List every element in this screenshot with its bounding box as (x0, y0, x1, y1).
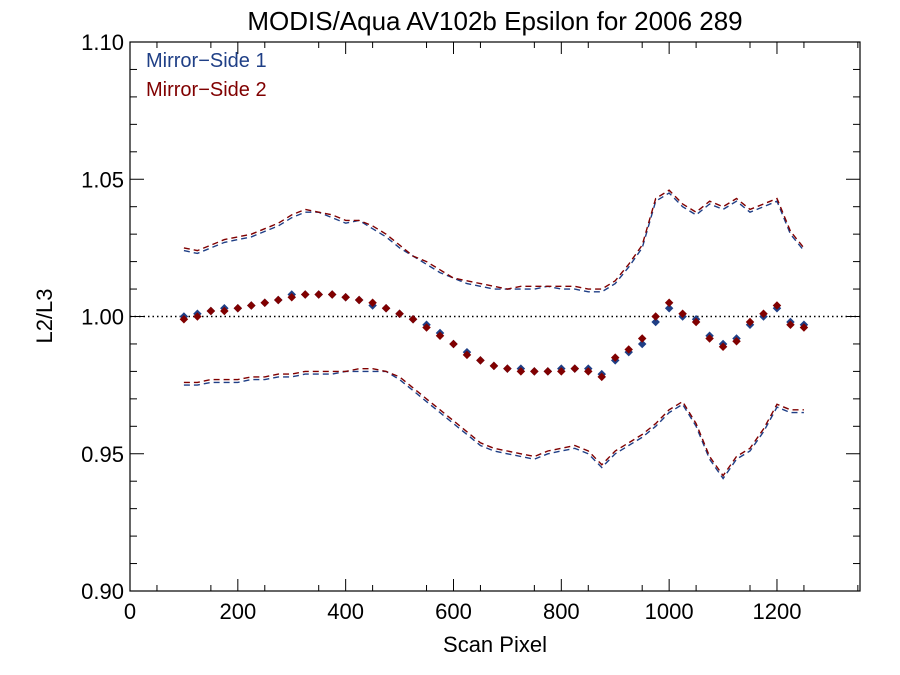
envelope-line (183, 368, 804, 477)
data-point (691, 317, 701, 327)
series-2 (183, 192, 805, 293)
data-point (381, 304, 391, 313)
data-point (799, 323, 809, 332)
data-point (287, 293, 296, 302)
envelope-line (183, 192, 805, 293)
data-point (220, 306, 229, 316)
series-layer (179, 189, 809, 480)
data-point (584, 367, 593, 376)
x-axis-title: Scan Pixel (443, 632, 547, 657)
data-point (206, 306, 216, 316)
data-point (368, 298, 377, 308)
data-point (651, 312, 660, 321)
x-tick-label: 1200 (752, 599, 801, 624)
y-tick-label: 0.95 (81, 442, 124, 467)
data-point (624, 345, 633, 354)
series-1 (179, 290, 809, 382)
data-point (664, 298, 674, 308)
data-point (354, 295, 364, 305)
data-point (462, 350, 472, 360)
data-point (530, 367, 539, 376)
envelope-line (183, 189, 805, 290)
y-tick-label: 1.10 (81, 30, 124, 55)
data-point (610, 353, 620, 362)
x-tick-label: 1000 (645, 599, 694, 624)
data-point (597, 372, 606, 382)
y-tick-label: 1.05 (81, 167, 124, 192)
data-point (543, 367, 553, 376)
data-point (327, 290, 337, 299)
y-tick-label: 1.00 (81, 305, 124, 330)
data-point (503, 364, 512, 373)
x-tick-label: 400 (327, 599, 364, 624)
data-point (759, 309, 768, 318)
data-point (408, 315, 418, 324)
y-axis-title: L2/L3 (32, 288, 57, 343)
legend-entry-mirror-side-1: Mirror−Side 1 (146, 50, 267, 72)
data-point (422, 323, 431, 332)
y-tick-label: 0.90 (81, 579, 124, 604)
data-point (300, 290, 310, 299)
data-point (314, 290, 323, 299)
data-point (274, 295, 283, 305)
data-point (516, 367, 526, 376)
data-point (732, 336, 741, 346)
x-tick-label: 800 (543, 599, 580, 624)
data-point (637, 339, 647, 349)
data-point (449, 339, 458, 349)
data-point (435, 331, 445, 340)
data-point (233, 304, 243, 313)
data-point (260, 298, 270, 308)
axis-ticks (129, 41, 860, 592)
data-point (651, 317, 660, 327)
data-point (664, 304, 674, 313)
data-point (247, 301, 256, 310)
data-point (772, 301, 782, 310)
series-4 (183, 370, 804, 480)
data-point (678, 309, 687, 318)
legend-entry-mirror-side-2: Mirror−Side 2 (146, 79, 267, 101)
data-point (341, 293, 350, 302)
data-point (705, 334, 714, 343)
series-5 (183, 368, 804, 477)
envelope-line (183, 370, 804, 480)
data-point (786, 320, 795, 329)
y-tick-labels: 0.90 0.95 1.00 1.05 1.10 (81, 30, 124, 604)
data-point (557, 367, 566, 376)
data-point (718, 342, 728, 351)
series-3 (183, 189, 805, 290)
legend: Mirror−Side 1 Mirror−Side 2 (146, 50, 267, 101)
x-tick-label: 600 (435, 599, 472, 624)
x-tick-labels: 0 200 400 600 800 1000 1200 (124, 599, 802, 624)
data-point (489, 361, 499, 371)
data-point (179, 315, 189, 324)
data-point (745, 317, 755, 327)
chart-title: MODIS/Aqua AV102b Epsilon for 2006 289 (247, 6, 742, 36)
data-point (637, 334, 647, 343)
data-point (395, 309, 404, 318)
data-point (570, 364, 580, 373)
data-point (476, 356, 485, 365)
x-tick-label: 200 (219, 599, 256, 624)
x-tick-label: 0 (124, 599, 136, 624)
data-point (193, 312, 202, 321)
